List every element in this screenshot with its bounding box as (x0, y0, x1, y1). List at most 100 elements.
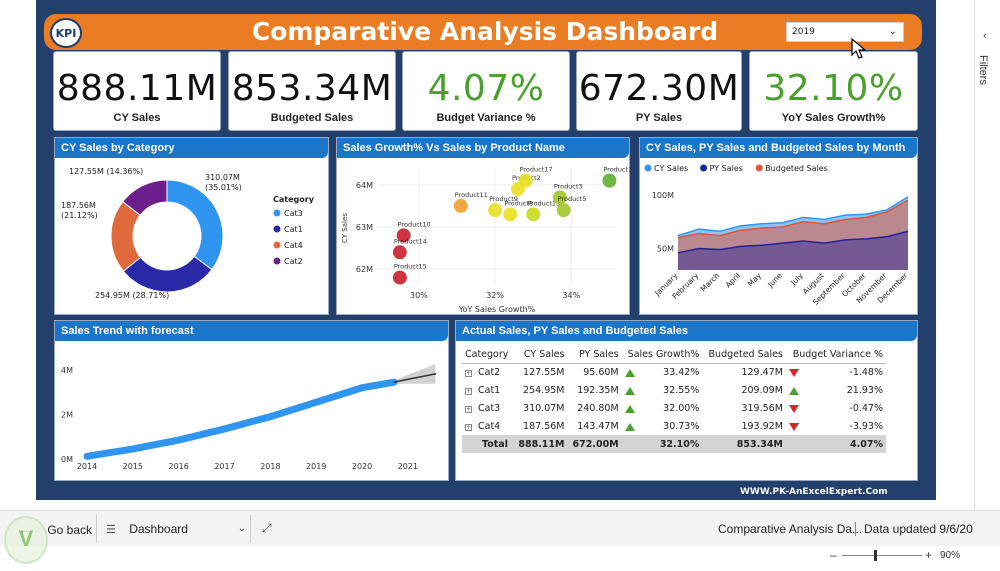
column-header[interactable]: Budgeted Sales (702, 347, 786, 364)
py-sales-cell: 95.60M (583, 366, 619, 378)
point-label: Product9 (489, 195, 518, 203)
column-header[interactable]: CY Sales (513, 347, 568, 364)
kpi-value: 4.07% (427, 68, 545, 109)
sales-growth-scatter-panel[interactable]: Sales Growth% Vs Sales by Product Name 6… (336, 137, 631, 316)
kpi-label: CY Sales (113, 112, 161, 124)
budget-cell: 193.92M (741, 420, 783, 432)
mouse-cursor-icon (851, 38, 867, 59)
total-label: Total (462, 435, 514, 453)
table-row[interactable]: + Cat1 254.95M 192.35M 32.55% 209.09M 21.93% (462, 381, 886, 399)
legend-marker (273, 225, 281, 233)
category-cell[interactable]: + Cat4 (462, 417, 513, 435)
x-tick-label: April (724, 271, 742, 289)
sales-matrix-table[interactable]: Category CY Sales PY Sales Sales Growth%… (462, 347, 886, 453)
column-header[interactable]: PY Sales (567, 347, 622, 364)
y-tick-label: 63M (356, 223, 373, 232)
table-row[interactable]: + Cat2 127.55M 95.60M 33.42% 129.47M -1.48% (462, 363, 886, 381)
category-cell[interactable]: + Cat3 (462, 399, 513, 417)
growth-cell: 33.42% (622, 363, 703, 381)
scatter-chart[interactable]: 62M 63M 64M 30% 32% 34% YoY Sales Growth% CY Sa… (337, 158, 631, 316)
zoom-slider-thumb[interactable] (874, 550, 877, 561)
title-banner (44, 14, 922, 50)
budget-cell: 129.47M (741, 366, 783, 378)
zoom-in-button[interactable]: + (925, 548, 933, 562)
kpi-value: 888.11M (56, 68, 218, 109)
kpi-card-budget-variance[interactable]: 4.07% Budget Variance % (402, 51, 570, 131)
py-sales-cell: 192.35M (577, 384, 619, 396)
legend-label: Cat3 (284, 209, 303, 218)
table-header-row: Category CY Sales PY Sales Sales Growth%… (462, 347, 886, 364)
point-label: Product10 (398, 220, 431, 228)
growth-cell: 32.00% (622, 399, 703, 417)
scatter-point (602, 173, 617, 188)
x-tick-label: July (788, 271, 805, 288)
expand-row-icon[interactable]: + (465, 405, 472, 413)
table-row[interactable]: + Cat4 187.56M 143.47M 30.73% 193.92M -3.93% (462, 417, 886, 435)
kpi-label: Budgeted Sales (270, 112, 354, 124)
donut-chart[interactable]: 310.07M(35.01%) 254.95M (28.71%) 187.56M(2… (55, 158, 330, 316)
chevron-left-icon[interactable]: ‹ (983, 30, 987, 42)
donut-slice-cat1 (122, 255, 213, 293)
monthly-sales-area-panel[interactable]: CY Sales, PY Sales and Budgeted Sales by… (639, 137, 918, 315)
expand-row-icon[interactable]: + (465, 369, 472, 377)
triangle-up-icon (788, 386, 799, 395)
x-tick-label: 32% (486, 291, 504, 300)
column-header[interactable]: Budget Variance % (785, 347, 886, 364)
page-name: Dashboard (129, 522, 188, 536)
area-py-sales (678, 231, 908, 270)
x-tick-label: 2014 (77, 462, 97, 471)
variance-cell: -3.93% (786, 417, 886, 435)
expand-row-icon[interactable]: + (465, 423, 472, 431)
x-tick-label: 2021 (398, 462, 418, 471)
py-sales-cell: 240.80M (577, 402, 619, 414)
category-cell[interactable]: + Cat2 (462, 363, 513, 381)
column-header[interactable]: Sales Growth% (621, 347, 703, 364)
kpi-card-yoy-growth[interactable]: 32.10% YoY Sales Growth% (749, 51, 918, 131)
triangle-up-icon (624, 404, 635, 413)
total-cy-cell: 888.11M (513, 435, 568, 453)
donut-data-label: 254.95M (28.71%) (95, 291, 169, 300)
area-chart[interactable]: CY Sales PY Sales Budgeted Sales100M50MJan… (640, 158, 919, 316)
column-header[interactable]: Category (462, 347, 514, 364)
zoom-out-button[interactable]: – (830, 548, 837, 562)
legend-label: Cat1 (284, 225, 303, 234)
sales-table-panel[interactable]: Actual Sales, PY Sales and Budgeted Sale… (455, 320, 918, 481)
growth-value: 32.00% (663, 402, 700, 414)
kpi-card-py-sales[interactable]: 672.30M PY Sales (576, 51, 742, 131)
expand-row-icon[interactable]: + (465, 387, 472, 395)
legend-marker (273, 257, 281, 265)
trend-line-chart[interactable]: 0M 2M 4M 2014 2015 2016 2017 2018 2019 2020 2021 (55, 341, 450, 482)
cy-sales-by-category-panel[interactable]: CY Sales by Category 310.07M (35.01%) 254.… (54, 137, 329, 315)
year-slicer-value: 2019 (792, 27, 815, 37)
kpi-label: PY Sales (635, 112, 683, 124)
x-tick-label: 2019 (306, 462, 326, 471)
filters-label[interactable]: Filters (977, 55, 989, 85)
filters-pane[interactable]: ‹ Filters (974, 0, 1000, 510)
line-cy-sales (677, 196, 909, 237)
category-cell[interactable]: + Cat1 (462, 381, 513, 399)
kpi-card-budgeted-sales[interactable]: 853.34M Budgeted Sales (228, 51, 396, 131)
expand-icon[interactable]: ⤢ (262, 521, 272, 535)
page-title: Comparative Analysis Dashboard (251, 17, 719, 46)
y-tick-label: 4M (61, 366, 73, 375)
divider (250, 515, 251, 543)
year-slicer-dropdown[interactable]: 2019 ⌄ (786, 22, 904, 42)
page-selector[interactable]: ☰ Dashboard ⌄ (106, 511, 246, 547)
total-row[interactable]: Total 888.11M 672.00M 32.10% 853.34M 4.07% (462, 435, 886, 453)
scatter-point (526, 207, 541, 222)
y-tick-label: 2M (61, 410, 73, 419)
kpi-value: 32.10% (763, 68, 904, 109)
forecast-confidence-band (394, 364, 436, 384)
sales-trend-panel[interactable]: Sales Trend with forecast 0M 2M 4M 2014 2015… (54, 320, 449, 481)
total-growth-cell: 32.10% (621, 435, 703, 453)
scatter-point (518, 173, 533, 188)
panel-title: Actual Sales, PY Sales and Budgeted Sale… (456, 321, 917, 341)
table-row[interactable]: + Cat3 310.07M 240.80M 32.00% 319.56M -0.47% (462, 399, 886, 417)
legend-label: Budgeted Sales (765, 164, 828, 173)
zoom-slider-track[interactable] (842, 555, 922, 556)
website-link[interactable]: WWW.PK-AnExcelExpert.Com (740, 487, 888, 497)
kpi-card-cy-sales[interactable]: 888.11M CY Sales (53, 51, 221, 131)
point-label: Product12 (603, 166, 631, 174)
legend-marker (644, 164, 652, 172)
kpi-value: 853.34M (231, 68, 393, 109)
